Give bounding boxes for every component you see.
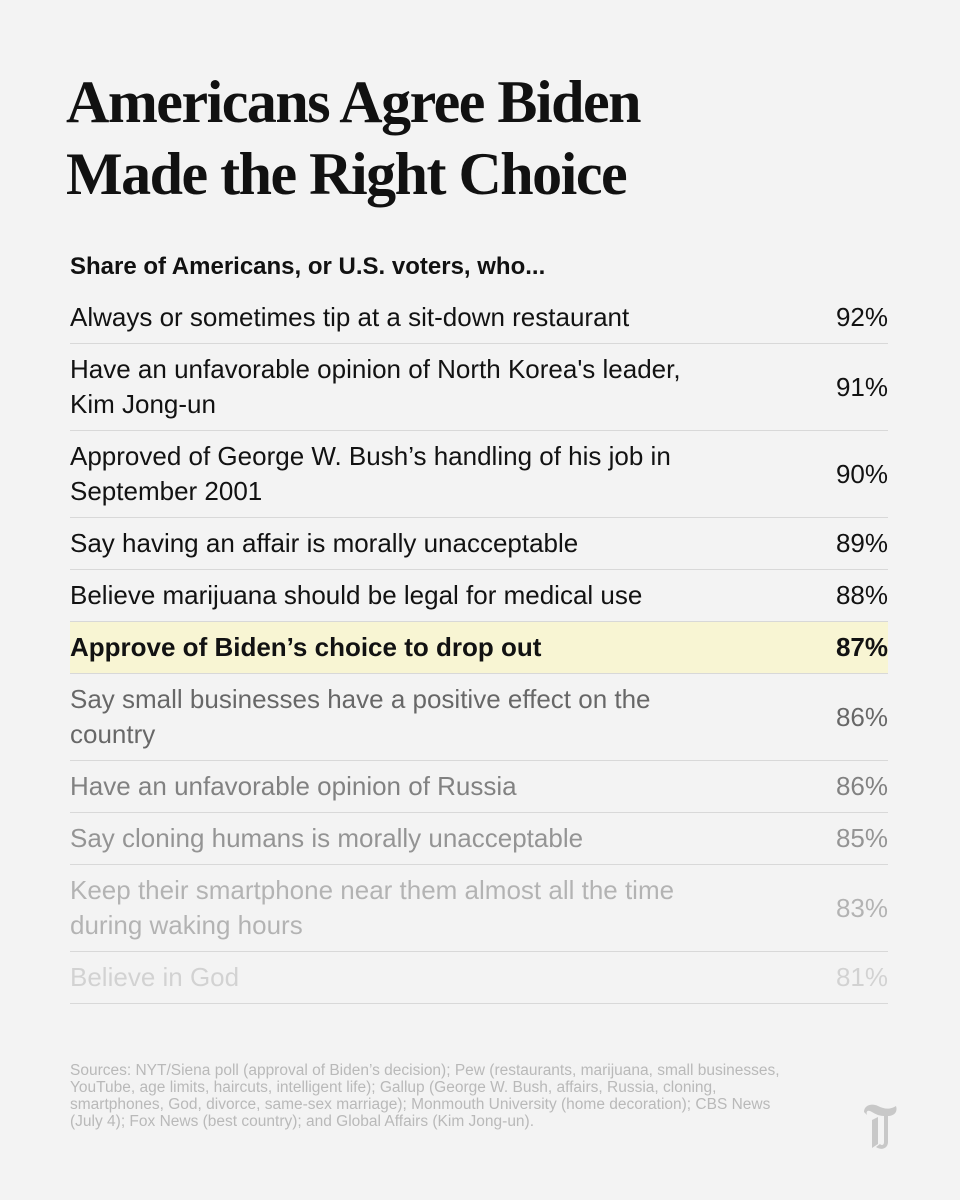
row-label: Have an unfavorable opinion of North Kor… — [70, 354, 681, 419]
row-value: 83% — [835, 892, 888, 923]
row-value: 86% — [835, 771, 888, 801]
row-label: Believe marijuana should be legal for me… — [70, 580, 643, 610]
table-row: Say small businesses have a positive eff… — [70, 674, 888, 761]
sources: Sources: NYT/Siena poll (approval of Bid… — [70, 1062, 780, 1130]
row-value: 81% — [835, 962, 888, 992]
row-label: Approved of George W. Bush’s handling of… — [70, 441, 671, 506]
row-label: Approve of Biden’s choice to drop out — [70, 632, 542, 662]
row-value: 90% — [835, 458, 888, 489]
row-value: 89% — [835, 528, 888, 558]
logo — [864, 1104, 897, 1149]
row-label: Believe in God — [70, 962, 240, 992]
table-row: Say cloning humans is morally unacceptab… — [70, 813, 888, 865]
row-value: 88% — [835, 580, 888, 610]
row-value: 85% — [835, 823, 888, 853]
title-line: Americans Agree Biden — [66, 69, 641, 135]
title: Americans Agree Biden Made the Right Choi… — [66, 66, 641, 210]
table-row: Have an unfavorable opinion of Russia 86% — [70, 761, 888, 813]
table-row: Keep their smartphone near them almost a… — [70, 865, 888, 952]
row-label: Say small businesses have a positive eff… — [70, 684, 651, 749]
row-value: 87% — [835, 632, 888, 662]
row-value: 91% — [835, 371, 888, 402]
table-row: Approve of Biden’s choice to drop out 87% — [70, 622, 888, 674]
table-row: Have an unfavorable opinion of North Kor… — [70, 344, 888, 431]
row-label: Keep their smartphone near them almost a… — [70, 875, 675, 940]
row-label: Always or sometimes tip at a sit-down re… — [70, 302, 630, 332]
row-label: Say cloning humans is morally unacceptab… — [70, 823, 584, 853]
title-line: Made the Right Choice — [66, 141, 628, 207]
subtitle: Share of Americans, or U.S. voters, who.… — [70, 253, 546, 280]
table-row: Believe marijuana should be legal for me… — [70, 570, 888, 622]
table-row: Believe in God 81% — [70, 952, 888, 1004]
table-row: Always or sometimes tip at a sit-down re… — [70, 292, 888, 344]
table-row: Approved of George W. Bush’s handling of… — [70, 431, 888, 518]
row-value: 92% — [835, 302, 888, 332]
row-value: 86% — [835, 701, 888, 732]
table-row: Say having an affair is morally unaccept… — [70, 518, 888, 570]
table: Always or sometimes tip at a sit-down re… — [70, 292, 888, 1032]
row-label: Have an unfavorable opinion of Russia — [70, 771, 517, 801]
row-label: Say having an affair is morally unaccept… — [70, 528, 579, 558]
